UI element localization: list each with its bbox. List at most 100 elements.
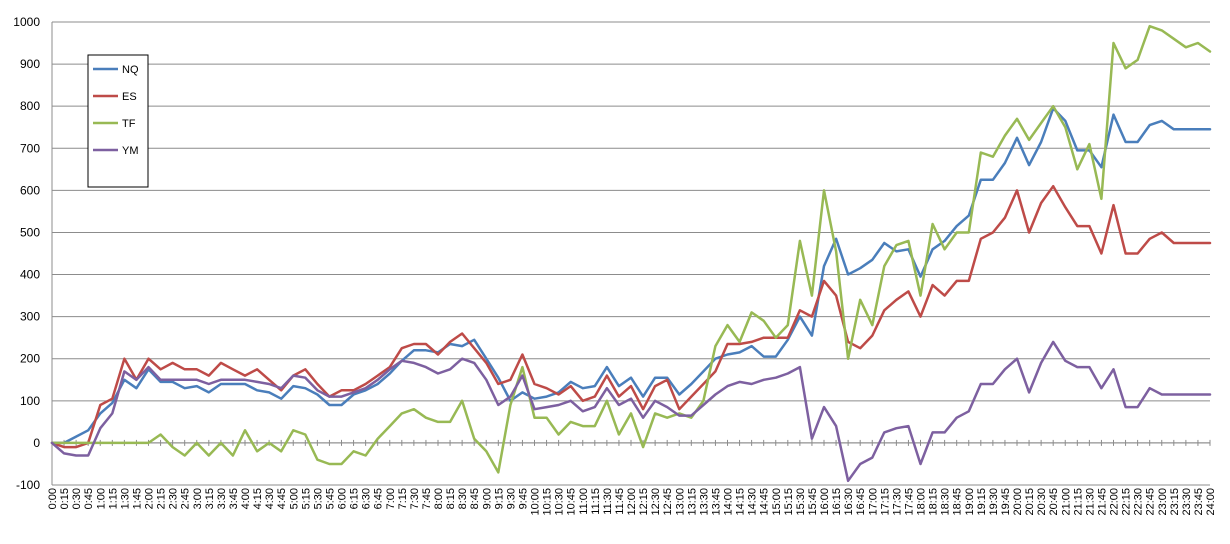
series-line-ym <box>50 340 1212 483</box>
x-tick-label: 9:00 <box>481 488 493 509</box>
x-tick-label: 15:15 <box>783 488 795 516</box>
x-tick-label: 7:15 <box>397 488 409 509</box>
x-tick-label: 11:00 <box>578 488 590 515</box>
x-tick-label: 3:00 <box>192 488 204 509</box>
x-tick-label: 16:45 <box>855 488 867 516</box>
x-tick-label: 5:15 <box>300 488 312 509</box>
x-tick-label: 6:00 <box>337 488 349 509</box>
x-tick-label: 5:00 <box>288 488 300 509</box>
x-tick-label: 22:30 <box>1133 488 1145 516</box>
x-tick-label: 12:15 <box>638 488 650 516</box>
x-tick-label: 1:30 <box>119 488 131 509</box>
x-tick-label: 18:15 <box>928 488 940 516</box>
x-tick-label: 12:45 <box>662 488 674 516</box>
x-tick-label: 2:30 <box>168 488 180 509</box>
x-tick-label: 0:45 <box>83 488 95 509</box>
legend-label-tf: TF <box>122 118 136 130</box>
y-tick-label: 800 <box>20 99 40 113</box>
x-tick-label: 9:45 <box>517 488 529 509</box>
x-tick-label: 14:45 <box>759 488 771 516</box>
x-tick-label: 17:00 <box>867 488 879 516</box>
x-tick-label: 11:45 <box>614 488 626 515</box>
x-tick-label: 7:45 <box>421 488 433 509</box>
x-tick-label: 7:00 <box>385 488 397 509</box>
x-tick-label: 21:00 <box>1060 488 1072 516</box>
y-tick-label: 600 <box>20 183 40 197</box>
x-tick-label: 17:45 <box>903 488 915 516</box>
x-tick-label: 2:00 <box>144 488 156 509</box>
x-tick-label: 1:45 <box>131 488 143 509</box>
x-tick-label: 22:00 <box>1109 488 1121 516</box>
x-tick-label: 13:30 <box>698 488 710 516</box>
x-tick-label: 24:00 <box>1205 488 1217 516</box>
x-tick-label: 11:30 <box>602 488 614 515</box>
y-tick-label: 500 <box>20 225 40 239</box>
x-tick-label: 15:00 <box>771 488 783 516</box>
x-tick-label: 16:15 <box>831 488 843 516</box>
x-tick-label: 15:30 <box>795 488 807 516</box>
x-tick-label: 17:30 <box>891 488 903 516</box>
x-tick-label: 2:45 <box>180 488 192 509</box>
x-tick-label: 9:30 <box>505 488 517 509</box>
x-tick-label: 20:15 <box>1024 488 1036 516</box>
x-tick-label: 8:30 <box>457 488 469 509</box>
x-tick-label: 18:00 <box>916 488 928 516</box>
x-tick-label: 22:15 <box>1121 488 1133 516</box>
x-tick-label: 20:00 <box>1012 488 1024 516</box>
x-tick-labels: 0:00 0:15 0:30 0:45 1:00 1:15 1:30 1:45 2:00 2:15… <box>47 488 1217 516</box>
x-tick-label: 23:45 <box>1193 488 1205 516</box>
x-tick-label: 18:45 <box>952 488 964 516</box>
x-tick-label: 17:15 <box>879 488 891 516</box>
x-tick-label: 8:15 <box>445 488 457 509</box>
y-tick-label: 200 <box>20 352 40 366</box>
x-tick-label: 19:00 <box>964 488 976 516</box>
x-tick-label: 13:45 <box>710 488 722 516</box>
x-tick-label: 7:30 <box>409 488 421 509</box>
x-tick-label: 6:45 <box>373 488 385 509</box>
x-tick-label: 3:15 <box>204 488 216 509</box>
x-tick-label: 0:15 <box>59 488 71 509</box>
x-tick-label: 0:30 <box>71 488 83 509</box>
y-tick-label: -100 <box>16 478 40 492</box>
y-tick-label: 400 <box>20 268 40 282</box>
x-tick-label: 12:00 <box>626 488 638 516</box>
x-tick-label: 20:30 <box>1036 488 1048 516</box>
x-tick-label: 4:30 <box>264 488 276 509</box>
x-tick-label: 13:15 <box>686 488 698 516</box>
x-tick-label: 9:15 <box>493 488 505 509</box>
x-tick-label: 3:30 <box>216 488 228 509</box>
x-tick-label: 0:00 <box>47 488 59 509</box>
x-tick-label: 21:45 <box>1096 488 1108 516</box>
y-tick-label: 100 <box>20 394 40 408</box>
x-tick-label: 19:30 <box>988 488 1000 516</box>
axes <box>51 22 1211 485</box>
x-tick-label: 8:00 <box>433 488 445 509</box>
x-tick-label: 19:15 <box>976 488 988 516</box>
x-tick-label: 20:45 <box>1048 488 1060 516</box>
x-tick-label: 5:30 <box>312 488 324 509</box>
x-tick-label: 11:15 <box>590 488 602 515</box>
x-tick-label: 6:15 <box>349 488 361 509</box>
x-tick-label: 16:00 <box>819 488 831 516</box>
x-tick-label: 15:45 <box>807 488 819 516</box>
series-line-nq <box>50 107 1212 445</box>
x-tick-label: 10:45 <box>566 488 578 516</box>
x-tick-label: 14:30 <box>747 488 759 516</box>
legend-label-ym: YM <box>122 145 139 157</box>
x-tick-label: 3:45 <box>228 488 240 509</box>
x-tick-label: 22:45 <box>1145 488 1157 516</box>
x-tick-label: 10:15 <box>542 488 554 516</box>
y-tick-label: 1000 <box>13 15 40 29</box>
series-lines <box>50 24 1212 483</box>
x-tick-label: 14:00 <box>723 488 735 516</box>
x-tick-label: 12:30 <box>650 488 662 516</box>
x-tick-label: 4:45 <box>276 488 288 509</box>
legend-box <box>87 54 149 188</box>
x-tick-label: 4:00 <box>240 488 252 509</box>
legend: NQ ES TF YM <box>87 54 149 188</box>
y-tick-label: 900 <box>20 57 40 71</box>
x-tick-label: 21:15 <box>1072 488 1084 516</box>
legend-label-nq: NQ <box>122 64 139 76</box>
